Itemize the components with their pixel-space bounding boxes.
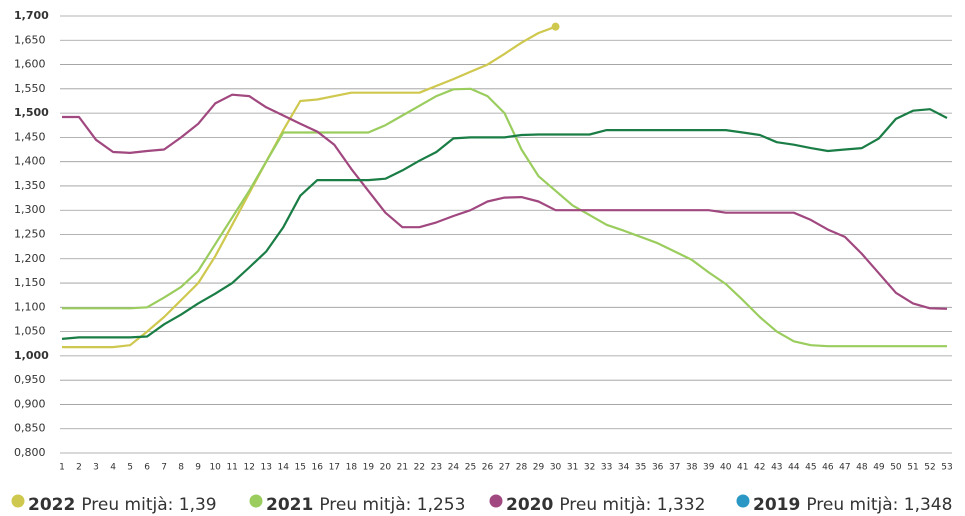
- x-tick-label: 44: [788, 463, 800, 473]
- x-tick-label: 26: [482, 463, 494, 473]
- y-tick-label: 0,800: [14, 446, 46, 459]
- x-tick-label: 10: [209, 463, 221, 473]
- y-tick-label: 1,150: [14, 276, 46, 289]
- x-tick-label: 5: [127, 463, 133, 473]
- legend-year: 2022: [28, 495, 75, 515]
- x-tick-label: 28: [516, 463, 528, 473]
- x-tick-label: 31: [567, 463, 578, 473]
- legend-year: 2019: [753, 495, 800, 515]
- x-tick-label: 7: [161, 463, 167, 473]
- y-tick-label: 1,100: [14, 300, 46, 313]
- x-tick-label: 49: [873, 463, 885, 473]
- x-tick-label: 21: [397, 463, 408, 473]
- x-tick-label: 3: [93, 463, 99, 473]
- legend-item: 2019 Preu mitjà: 1,348: [736, 494, 952, 515]
- y-tick-label: 1,650: [14, 33, 46, 46]
- x-tick-label: 29: [533, 463, 545, 473]
- x-tick-label: 8: [178, 463, 184, 473]
- x-tick-label: 16: [312, 463, 324, 473]
- x-tick-label: 48: [856, 463, 868, 473]
- end-marker: [551, 22, 560, 31]
- y-tick-label: 0,950: [14, 373, 46, 386]
- y-tick-label: 1,450: [14, 130, 46, 143]
- x-tick-label: 13: [261, 463, 272, 473]
- x-tick-label: 46: [822, 463, 834, 473]
- x-tick-label: 38: [686, 463, 698, 473]
- x-tick-label: 32: [584, 463, 595, 473]
- legend-swatch: [11, 494, 25, 508]
- legend-label: 2020 Preu mitjà: 1,332: [506, 495, 705, 515]
- x-tick-label: 42: [754, 463, 765, 473]
- y-tick-label: 1,550: [14, 82, 46, 95]
- x-tick-label: 6: [144, 463, 150, 473]
- x-tick-label: 24: [448, 463, 460, 473]
- legend-label: 2021 Preu mitjà: 1,253: [266, 495, 465, 515]
- x-tick-label: 15: [295, 463, 306, 473]
- legend-swatch: [489, 494, 503, 508]
- x-tick-label: 34: [618, 463, 630, 473]
- x-tick-label: 50: [890, 463, 902, 473]
- legend-swatch: [249, 494, 263, 508]
- x-tick-label: 9: [195, 463, 201, 473]
- y-tick-label: 1,300: [14, 203, 46, 216]
- x-tick-label: 39: [703, 463, 715, 473]
- x-tick-label: 33: [601, 463, 612, 473]
- x-tick-label: 45: [805, 463, 816, 473]
- x-tick-label: 35: [635, 463, 646, 473]
- x-tick-label: 37: [669, 463, 680, 473]
- legend-text: Preu mitjà: 1,39: [81, 495, 216, 515]
- series-line: [62, 87, 947, 348]
- x-tick-label: 1: [59, 463, 65, 473]
- x-tick-label: 23: [431, 463, 442, 473]
- legend-text: Preu mitjà: 1,332: [559, 495, 705, 515]
- legend-item: 2022 Preu mitjà: 1,39: [11, 494, 217, 515]
- y-tick-label: 1,500: [14, 106, 49, 119]
- x-tick-label: 2: [76, 463, 82, 473]
- x-tick-label: 52: [924, 463, 935, 473]
- x-tick-label: 30: [550, 463, 562, 473]
- legend-item: 2021 Preu mitjà: 1,253: [249, 494, 465, 515]
- x-tick-label: 25: [465, 463, 476, 473]
- x-tick-label: 53: [941, 463, 952, 473]
- legend-year: 2021: [266, 495, 313, 515]
- y-tick-label: 1,250: [14, 228, 46, 241]
- y-tick-label: 0,900: [14, 397, 46, 410]
- legend-swatch: [736, 494, 750, 508]
- x-tick-label: 14: [278, 463, 290, 473]
- x-tick-label: 43: [771, 463, 782, 473]
- legend-item: 2020 Preu mitjà: 1,332: [489, 494, 705, 515]
- y-tick-label: 0,850: [14, 422, 46, 435]
- x-tick-label: 11: [226, 463, 237, 473]
- x-tick-label: 47: [839, 463, 850, 473]
- y-tick-label: 1,600: [14, 58, 46, 71]
- series-line: [62, 25, 556, 349]
- y-tick-label: 1,050: [14, 325, 46, 338]
- x-tick-label: 40: [720, 463, 732, 473]
- x-tick-label: 18: [346, 463, 358, 473]
- x-tick-label: 17: [329, 463, 340, 473]
- x-tick-label: 4: [110, 463, 116, 473]
- legend-text: Preu mitjà: 1,253: [319, 495, 465, 515]
- y-tick-label: 1,700: [14, 9, 49, 22]
- x-tick-label: 22: [414, 463, 425, 473]
- x-tick-label: 51: [907, 463, 918, 473]
- x-tick-label: 41: [737, 463, 748, 473]
- x-tick-label: 20: [380, 463, 392, 473]
- legend-year: 2020: [506, 495, 553, 515]
- y-tick-label: 1,200: [14, 252, 46, 265]
- y-tick-label: 1,350: [14, 179, 46, 192]
- y-tick-label: 1,000: [14, 349, 49, 362]
- x-tick-label: 36: [652, 463, 664, 473]
- x-tick-label: 27: [499, 463, 510, 473]
- series-line: [62, 93, 948, 310]
- legend-label: 2019 Preu mitjà: 1,348: [753, 495, 952, 515]
- series-line: [61, 108, 948, 340]
- y-tick-label: 1,400: [14, 155, 46, 168]
- x-tick-label: 19: [363, 463, 375, 473]
- legend-label: 2022 Preu mitjà: 1,39: [28, 495, 217, 515]
- x-tick-label: 12: [243, 463, 254, 473]
- legend-text: Preu mitjà: 1,348: [806, 495, 952, 515]
